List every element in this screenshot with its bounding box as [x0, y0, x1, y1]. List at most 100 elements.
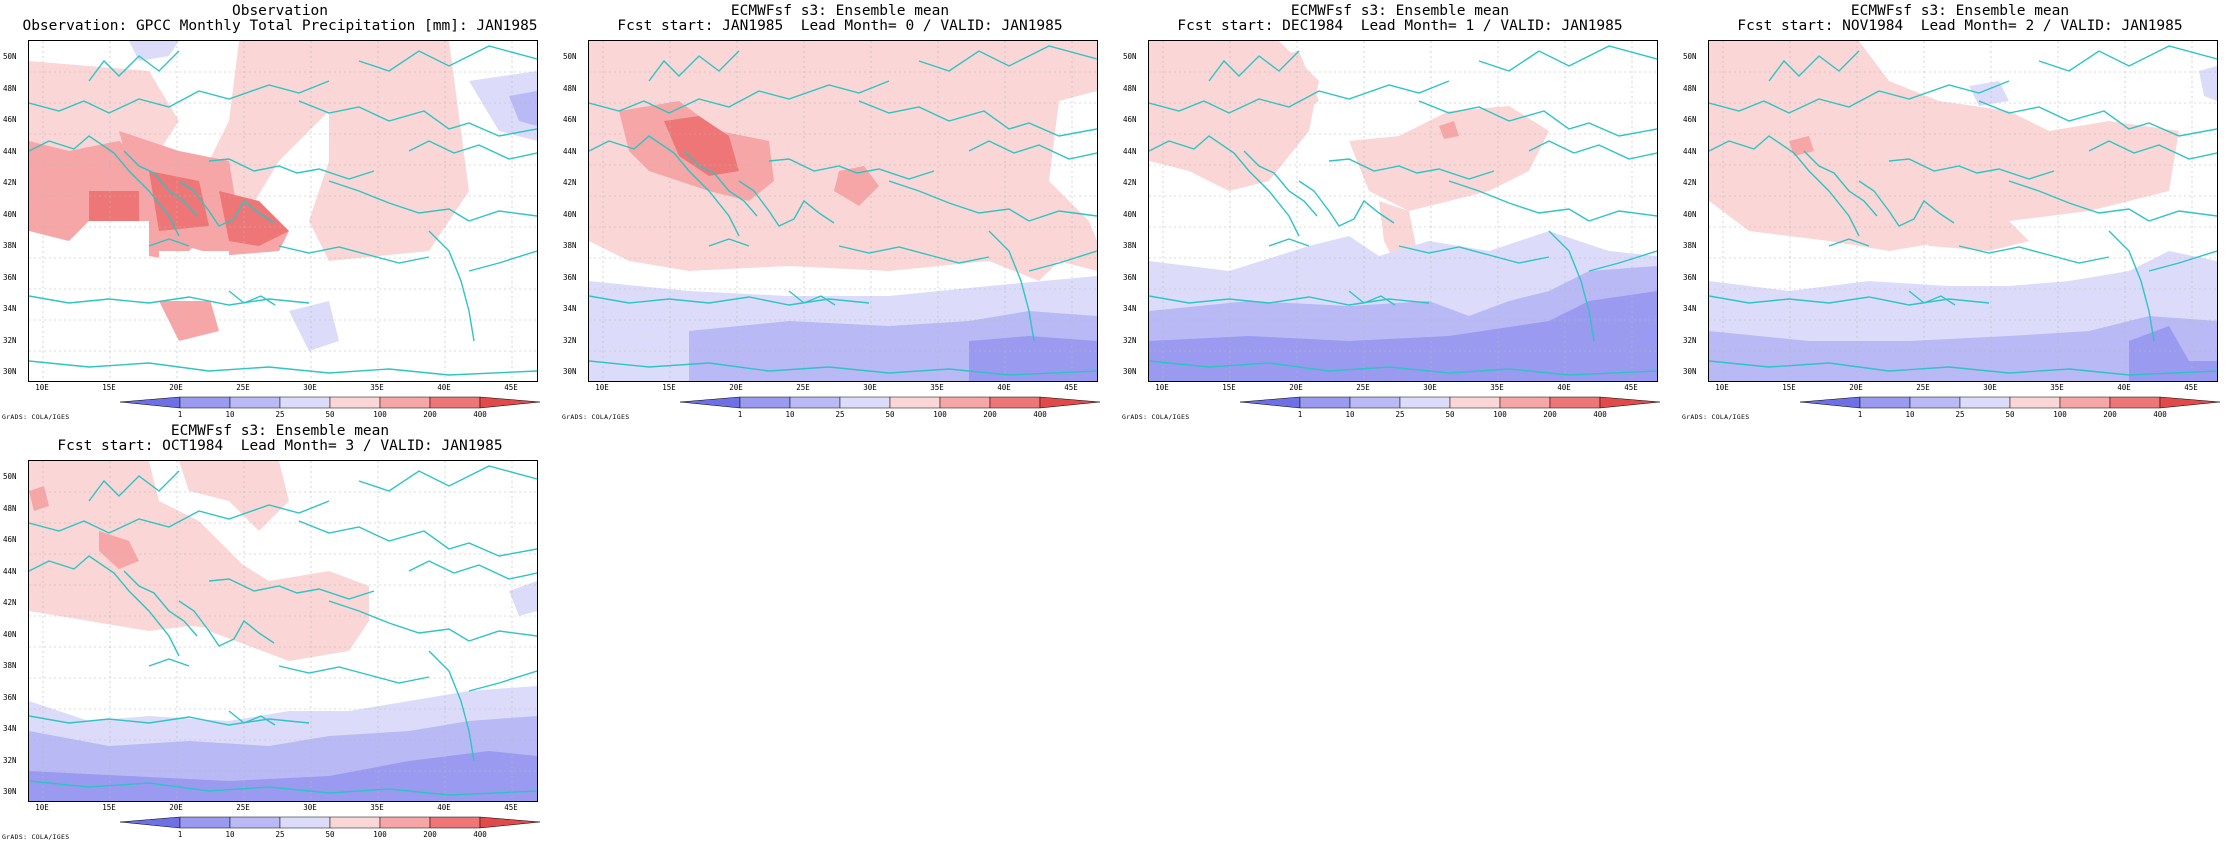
precip-region — [1709, 316, 2217, 381]
grads-credit: GrADS: COLA/IGES — [1682, 413, 1750, 421]
colorbar-segment — [379, 816, 431, 829]
lat-tick-label: 42N — [3, 598, 17, 607]
colorbar-segment — [2009, 396, 2061, 409]
lat-tick-label: 50N — [1123, 52, 1137, 61]
precip-region — [309, 41, 469, 261]
lat-tick-label: 32N — [1123, 335, 1137, 345]
lat-tick-label: 48N — [563, 83, 577, 93]
coastline — [888, 180, 1030, 222]
lon-tick-label: 25E — [796, 383, 810, 392]
coastline — [1803, 150, 1878, 217]
lon-tick-label: 20E — [169, 803, 183, 812]
lat-tick-label: 46N — [1123, 115, 1137, 124]
coastline — [123, 570, 198, 637]
coastline — [428, 650, 475, 762]
coastline — [29, 500, 330, 534]
coastline — [228, 290, 276, 306]
lat-tick-label: 48N — [1123, 83, 1137, 93]
map-area — [1148, 40, 1658, 382]
coastline — [178, 600, 275, 647]
lon-tick-label: 40E — [997, 383, 1011, 392]
lon-tick-label: 25E — [236, 383, 250, 392]
coastline — [1348, 290, 1396, 306]
coastline — [2148, 210, 2217, 222]
colorbar-segment — [889, 396, 941, 409]
lat-tick-label: 34N — [3, 304, 17, 313]
lat-tick-label: 30N — [3, 367, 17, 376]
precip-region — [969, 336, 1097, 381]
lat-tick-label: 44N — [3, 566, 17, 576]
colorbar-segment — [2109, 396, 2161, 409]
lon-tick-label: 45E — [1064, 383, 1078, 392]
coastline — [29, 555, 180, 657]
colorbar-segment — [479, 816, 540, 829]
colorbar-segment — [1549, 396, 1601, 409]
coastline — [29, 135, 180, 237]
precip-region — [179, 461, 289, 531]
precip-region — [1349, 106, 1549, 211]
precip-region — [2199, 66, 2217, 101]
lat-tick-label: 42N — [3, 178, 17, 187]
lat-tick-label: 42N — [1683, 178, 1697, 187]
colorbar-segment — [1499, 396, 1551, 409]
lon-tick-label: 15E — [1222, 383, 1236, 392]
grads-credit: GrADS: COLA/IGES — [2, 413, 70, 421]
lat-tick-label: 44N — [3, 146, 17, 156]
lon-tick-label: 30E — [1423, 383, 1437, 392]
coastline — [1768, 50, 1860, 82]
lat-tick-label: 34N — [1123, 304, 1137, 313]
precip-region — [129, 41, 179, 61]
lat-tick-label: 40N — [1123, 209, 1137, 219]
coastline — [468, 630, 537, 642]
colorbar-segment — [179, 816, 231, 829]
colorbar-label: 50 — [325, 830, 335, 839]
map-panel-lead3: ECMWFsf s3: Ensemble mean Fcst start: OC… — [0, 420, 560, 841]
lon-tick-label: 30E — [303, 803, 317, 812]
lat-tick-label: 38N — [3, 241, 17, 250]
coastline — [1709, 135, 1860, 237]
colorbar-label: 200 — [1543, 410, 1557, 419]
colorbar-segment — [1909, 396, 1961, 409]
precip-region — [1969, 81, 2009, 106]
colorbar-label: 400 — [2153, 410, 2167, 419]
lat-tick-label: 30N — [1683, 367, 1697, 376]
coastline — [2108, 230, 2155, 342]
precip-region — [664, 116, 739, 176]
precip-region — [1439, 121, 1459, 139]
coastline — [1328, 158, 1495, 180]
lon-tick-label: 40E — [1557, 383, 1571, 392]
precip-region — [1149, 291, 1657, 381]
lon-tick-label: 15E — [662, 383, 676, 392]
coastline — [88, 470, 180, 502]
map-canvas — [29, 41, 537, 381]
lon-tick-label: 35E — [2050, 383, 2064, 392]
colorbar — [120, 816, 540, 829]
colorbar-segment — [279, 396, 331, 409]
colorbar-segment — [939, 396, 991, 409]
lon-tick-label: 45E — [1624, 383, 1638, 392]
colorbar-segment — [1299, 396, 1351, 409]
precip-region — [99, 531, 139, 569]
coastline — [468, 670, 537, 692]
colorbar-label: 200 — [2103, 410, 2117, 419]
coastline — [918, 45, 1097, 72]
coastline — [208, 578, 375, 600]
lon-tick-label: 25E — [1916, 383, 1930, 392]
coastline — [1548, 230, 1595, 342]
coastline — [1448, 180, 1590, 222]
precip-region — [509, 581, 537, 616]
lon-tick-label: 40E — [437, 383, 451, 392]
lat-tick-label: 46N — [563, 115, 577, 124]
colorbar-segment — [1859, 396, 1911, 409]
lon-tick-label: 35E — [370, 803, 384, 812]
colorbar-segment — [1240, 396, 1301, 409]
coastline — [738, 180, 835, 227]
lat-tick-label: 32N — [3, 335, 17, 345]
colorbar-segment — [1349, 396, 1401, 409]
lat-tick-label: 44N — [563, 146, 577, 156]
precip-region — [2129, 326, 2217, 381]
colorbar-label: 200 — [983, 410, 997, 419]
coastline — [298, 100, 537, 137]
coastline — [228, 710, 276, 726]
coastline — [1978, 100, 2217, 137]
